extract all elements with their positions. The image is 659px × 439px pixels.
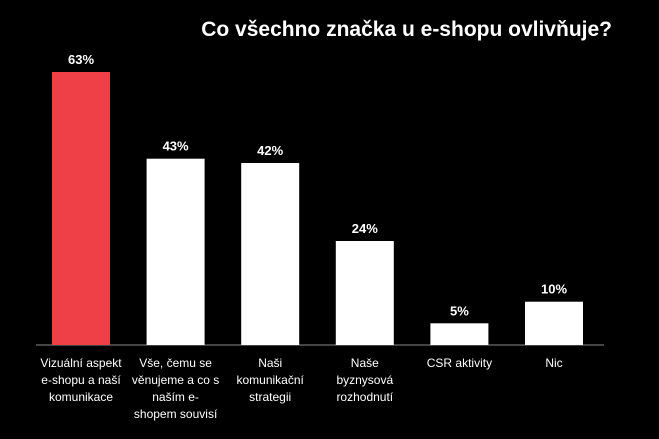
bar-4	[335, 241, 394, 345]
value-label-3: 42%	[257, 143, 283, 158]
value-label-2: 43%	[163, 139, 189, 154]
category-label-line: rozhodnutí	[336, 390, 393, 404]
bar-1	[52, 72, 110, 345]
category-label-line: e-shopu a naší	[41, 373, 121, 387]
category-label-line: shopem souvisí	[134, 407, 218, 421]
bar-2	[146, 158, 205, 345]
category-label-6: Nic	[545, 356, 562, 370]
category-label-line: komunikace	[49, 390, 113, 404]
category-label-line: naším e-	[152, 390, 199, 404]
category-label-line: Vizuální aspekt	[40, 356, 122, 370]
category-label-line: Naše	[351, 356, 379, 370]
value-labels-group: 63% 43% 42% 24% 5% 10%	[68, 52, 567, 318]
bars-group	[52, 72, 583, 345]
category-label-line: Nic	[545, 356, 562, 370]
bar-5	[430, 323, 489, 345]
category-label-1: Vizuální aspekt e-shopu a naší komunikace	[40, 356, 122, 404]
category-label-5: CSR aktivity	[427, 356, 492, 370]
category-label-line: Naši	[258, 356, 282, 370]
bar-3	[241, 163, 300, 345]
category-label-4: Naše byznysová rozhodnutí	[336, 356, 393, 404]
category-labels-group: Vizuální aspekt e-shopu a naší komunikaceV…	[40, 356, 562, 421]
bar-6	[525, 301, 583, 345]
category-label-line: Vše, čemu se	[139, 356, 212, 370]
category-label-line: věnujeme a co s	[132, 373, 219, 387]
category-label-line: CSR aktivity	[427, 356, 492, 370]
category-label-line: strategii	[249, 390, 291, 404]
value-label-6: 10%	[541, 282, 567, 297]
value-label-1: 63%	[68, 52, 94, 67]
category-label-2: Vše, čemu se věnujeme a co s naším e-shope…	[132, 356, 219, 421]
value-label-5: 5%	[450, 303, 469, 318]
value-label-4: 24%	[352, 221, 378, 236]
category-label-3: Naši komunikační strategii	[237, 356, 305, 404]
chart-title: Co všechno značka u e-shopu ovlivňuje?	[201, 18, 612, 41]
category-label-line: komunikační	[237, 373, 305, 387]
category-label-line: byznysová	[336, 373, 393, 387]
